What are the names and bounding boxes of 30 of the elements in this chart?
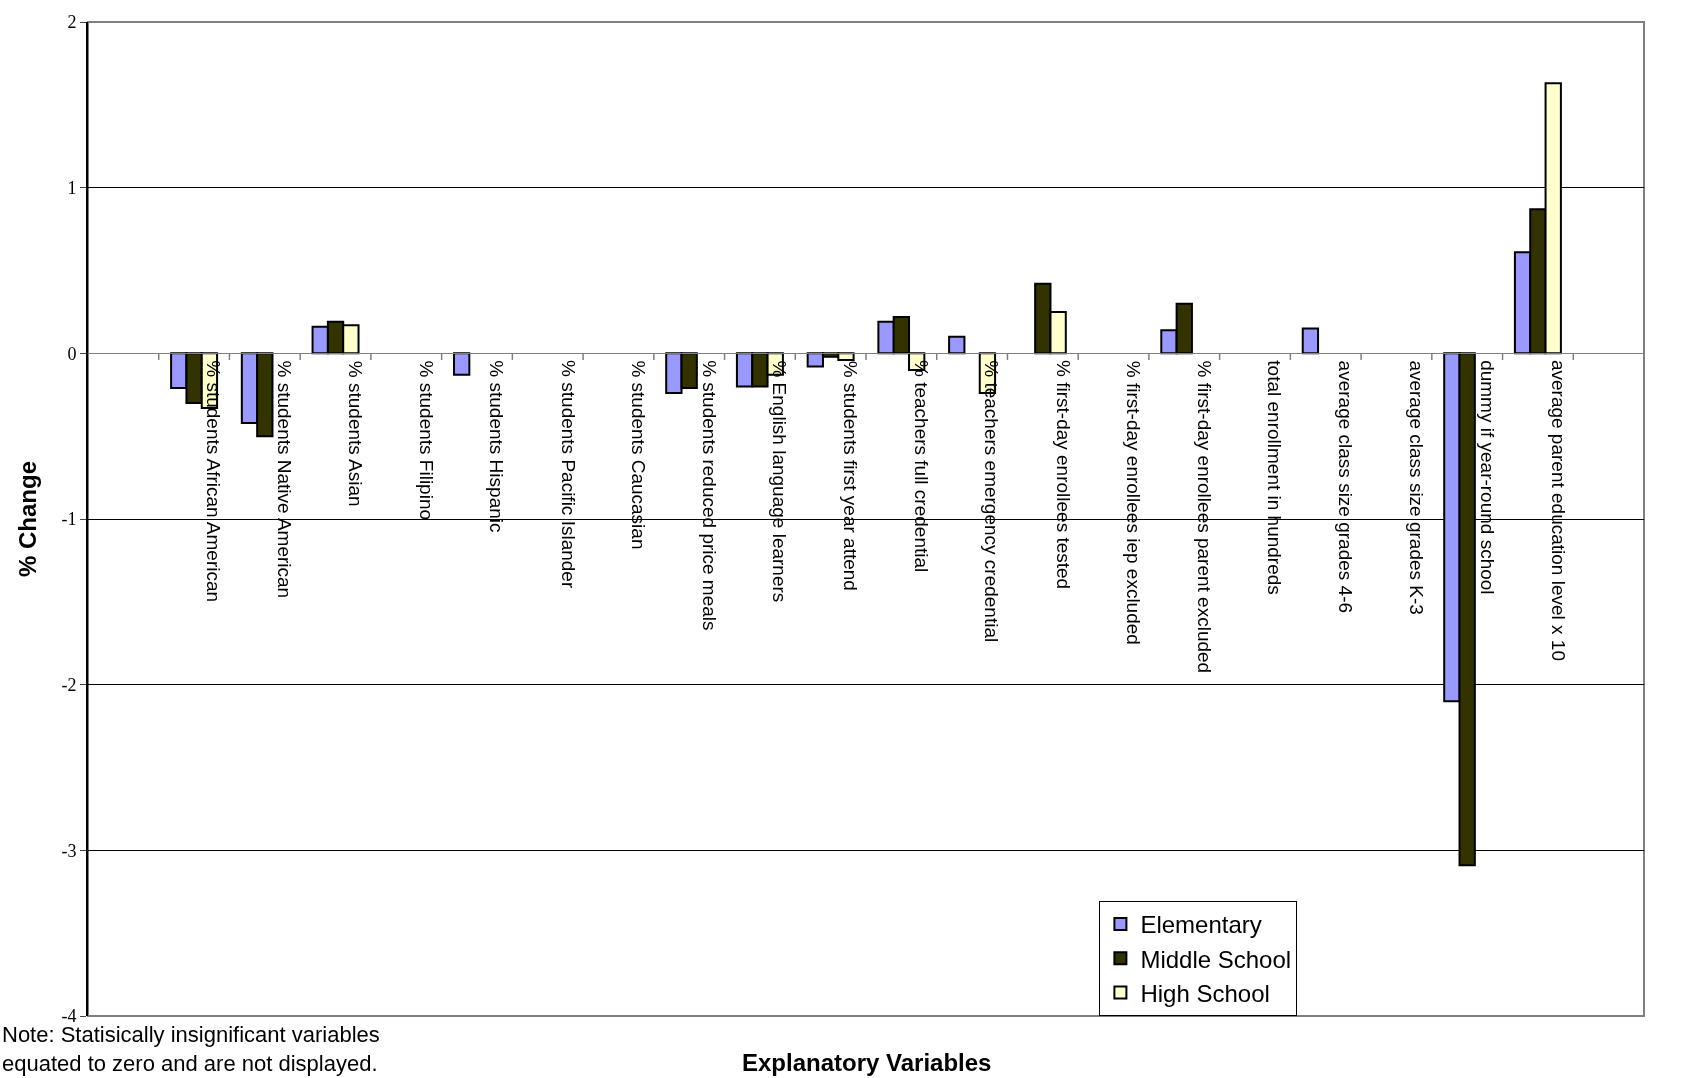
x-tick-label: % students Caucasian	[628, 360, 650, 550]
x-tick-label: average parent education level x 10	[1547, 359, 1569, 661]
x-tick-label: % students Pacific Islander	[557, 360, 579, 589]
x-tick-label: % students reduced price meals	[698, 360, 720, 631]
y-tick-label: 0	[67, 343, 77, 364]
x-tick-label: % first-day enrollees tested	[1052, 360, 1074, 590]
y-tick-label: -2	[61, 674, 77, 695]
legend-label: Elementary	[1140, 911, 1262, 939]
x-tick-label: % students first year attend	[839, 360, 861, 591]
x-tick-label: average class size grades K-3	[1406, 360, 1428, 615]
bar	[948, 335, 966, 355]
x-tick-label: total enrollment in hundreds	[1264, 360, 1286, 595]
x-tick-label: % first-day enrollees iep excluded	[1122, 360, 1144, 645]
y-axis-title: % Change	[14, 460, 41, 578]
y-tick-label: -3	[61, 840, 77, 861]
x-tick-label: % students Filipino	[416, 360, 438, 521]
x-tick-label: % students Hispanic	[486, 360, 508, 533]
y-tick-label: 1	[67, 177, 77, 198]
x-tick-label: % students Native American	[274, 360, 296, 599]
bar	[453, 352, 471, 376]
x-tick-label: % first-day enrollees parent excluded	[1194, 360, 1216, 674]
legend-label: High School	[1140, 979, 1270, 1007]
x-tick-label: average class size grades 4-6	[1335, 360, 1357, 614]
x-tick-label: % students Asian	[344, 360, 366, 507]
y-tick-label: 2	[67, 12, 77, 33]
x-axis-title: Explanatory Variables	[742, 1049, 992, 1076]
x-tick-label: dummy if year-round school	[1476, 360, 1498, 595]
legend-label: Middle School	[1140, 945, 1292, 973]
y-tick-label: -1	[61, 509, 77, 530]
bar	[1301, 327, 1320, 355]
